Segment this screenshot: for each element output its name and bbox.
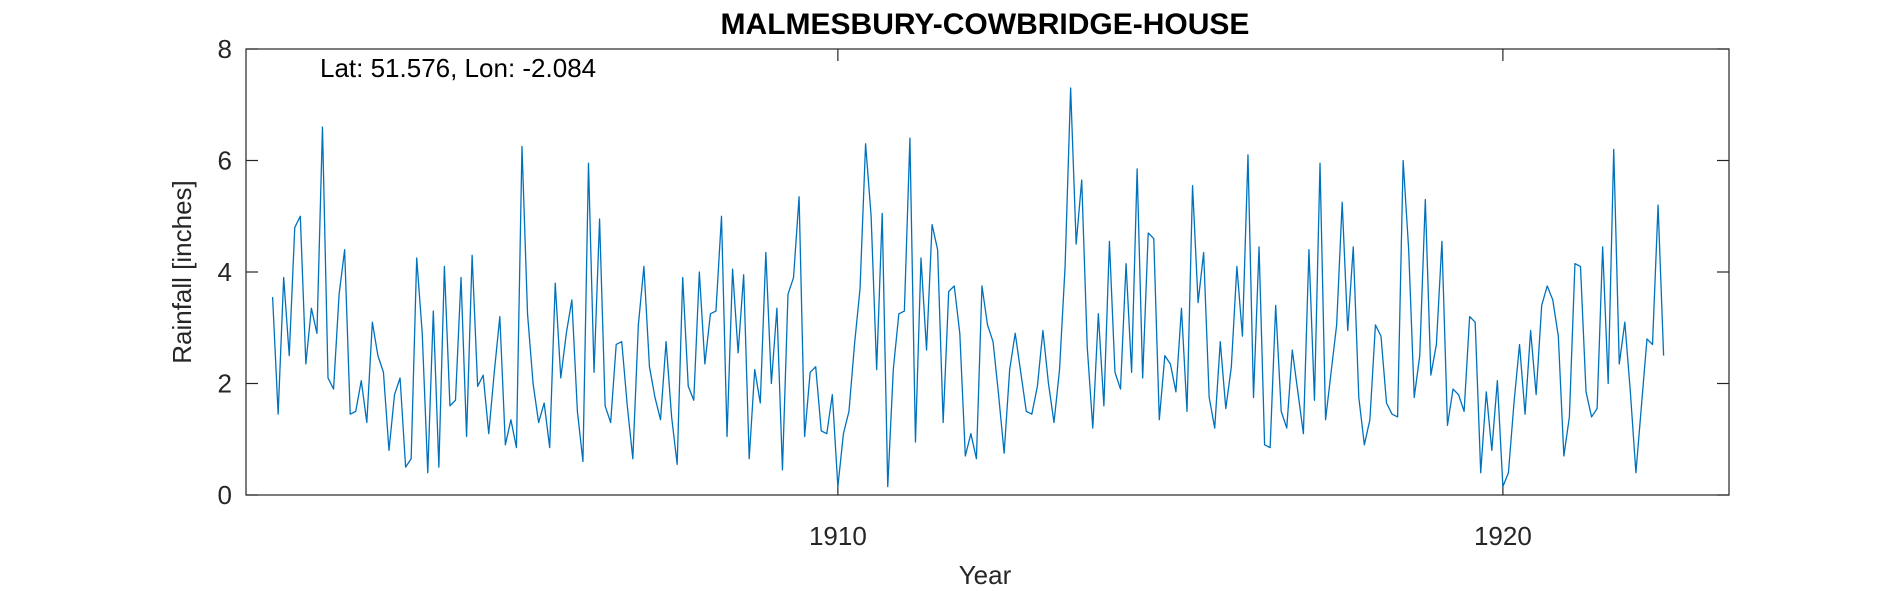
x-axis-label: Year [959, 560, 1012, 590]
y-tick-label-4: 4 [218, 257, 232, 287]
plot-area-frame [245, 48, 1730, 496]
rainfall-series-line [271, 87, 1665, 488]
location-annotation: Lat: 51.576, Lon: -2.084 [320, 53, 596, 83]
y-tick-label-2: 2 [218, 369, 232, 399]
chart-title: MALMESBURY-COWBRIDGE-HOUSE [721, 8, 1250, 41]
y-axis-ticks: 0 2 4 6 8 [218, 34, 1729, 510]
y-axis-label: Rainfall [inches] [167, 180, 197, 364]
x-axis-ticks: 1910 1920 [809, 49, 1532, 551]
x-tick-label-1920: 1920 [1474, 521, 1532, 551]
x-tick-label-1910: 1910 [809, 521, 867, 551]
y-tick-label-6: 6 [218, 146, 232, 176]
y-tick-label-0: 0 [218, 480, 232, 510]
y-tick-label-8: 8 [218, 34, 232, 64]
